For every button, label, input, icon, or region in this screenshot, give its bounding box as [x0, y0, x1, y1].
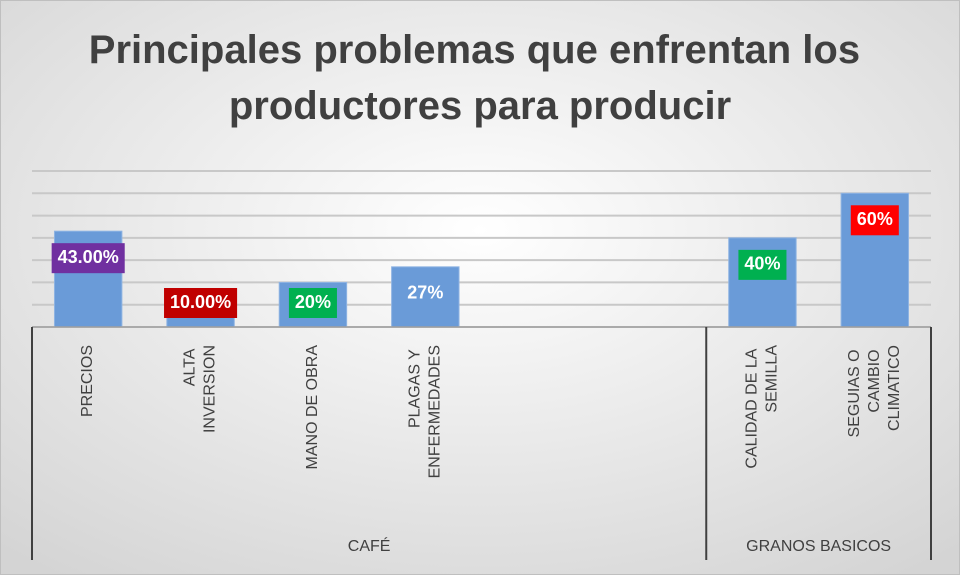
- x-tick-label: PLAGAS Y ENFERMEDADES: [407, 345, 444, 478]
- x-tick-label: PRECIOS: [79, 345, 96, 417]
- data-label: 43.00%: [58, 247, 119, 267]
- group-label: GRANOS BASICOS: [746, 538, 891, 555]
- x-tick-label: MANO DE OBRA: [304, 345, 321, 470]
- x-tick-label: ALTA INVERSION: [182, 345, 219, 433]
- bar: [391, 266, 460, 328]
- data-label-box: [164, 288, 238, 318]
- data-label-box: [51, 243, 125, 274]
- x-tick-label: CALIDAD DE LA SEMILLA: [744, 345, 781, 469]
- data-label-box: [738, 249, 787, 280]
- data-label: 27%: [407, 283, 443, 303]
- data-label-box: [288, 288, 337, 318]
- data-label: 40%: [744, 254, 780, 274]
- data-label-box: [850, 205, 899, 236]
- chart-title: Principales problemas que enfrentan los …: [89, 28, 871, 128]
- data-label: 60%: [857, 209, 893, 229]
- x-tick-label: SEGUIAS O CAMBIO CLIMATICO: [846, 345, 903, 437]
- group-label: CAFÉ: [348, 536, 391, 555]
- data-label: 20%: [295, 292, 331, 312]
- data-label: 10.00%: [170, 292, 231, 312]
